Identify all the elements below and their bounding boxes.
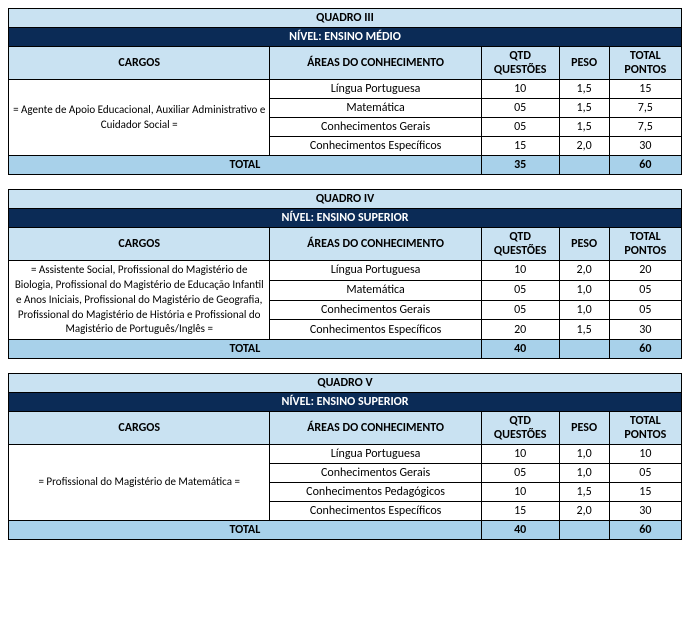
total-label: TOTAL [9,521,482,540]
cell-pontos: 05 [609,280,681,300]
header-qtd: QTD QUESTÕES [481,228,559,261]
total-peso-blank [559,156,609,175]
header-total: TOTAL PONTOS [609,47,681,80]
header-areas: ÁREAS DO CONHECIMENTO [270,412,481,445]
cell-peso: 1,0 [559,300,609,320]
quadro-title: QUADRO III [9,9,682,28]
cell-peso: 1,0 [559,280,609,300]
cell-pontos: 05 [609,300,681,320]
total-peso-blank [559,340,609,359]
cell-pontos: 7,5 [609,99,681,118]
quadro-table-2: QUADRO VNÍVEL: ENSINO SUPERIORCARGOSÁREA… [8,373,682,540]
table-row: = Profissional do Magistério de Matemáti… [9,445,682,464]
cell-area: Conhecimentos Específicos [270,502,481,521]
cell-qtd: 10 [481,445,559,464]
cell-cargo: = Profissional do Magistério de Matemáti… [9,445,270,521]
quadro-nivel: NÍVEL: ENSINO SUPERIOR [9,393,682,412]
cell-qtd: 05 [481,280,559,300]
cell-area: Matemática [270,280,481,300]
cell-peso: 2,0 [559,137,609,156]
total-qtd: 40 [481,340,559,359]
total-label: TOTAL [9,156,482,175]
total-pontos: 60 [609,156,681,175]
cell-qtd: 15 [481,137,559,156]
cell-qtd: 15 [481,502,559,521]
table-row: = Agente de Apoio Educacional, Auxiliar … [9,80,682,99]
header-total: TOTAL PONTOS [609,412,681,445]
cell-peso: 2,0 [559,261,609,281]
quadro-nivel: NÍVEL: ENSINO MÉDIO [9,28,682,47]
cell-qtd: 05 [481,464,559,483]
quadro-table-1: QUADRO IVNÍVEL: ENSINO SUPERIORCARGOSÁRE… [8,189,682,359]
cell-area: Língua Portuguesa [270,445,481,464]
header-peso: PESO [559,47,609,80]
cell-peso: 1,5 [559,483,609,502]
table-row: = Assistente Social, Profissional do Mag… [9,261,682,281]
cell-area: Língua Portuguesa [270,261,481,281]
cell-peso: 1,5 [559,80,609,99]
cell-cargo: = Agente de Apoio Educacional, Auxiliar … [9,80,270,156]
cell-peso: 2,0 [559,502,609,521]
cell-peso: 1,5 [559,320,609,340]
cell-pontos: 15 [609,80,681,99]
quadro-nivel: NÍVEL: ENSINO SUPERIOR [9,209,682,228]
cell-qtd: 20 [481,320,559,340]
cell-peso: 1,0 [559,464,609,483]
header-areas: ÁREAS DO CONHECIMENTO [270,47,481,80]
quadro-table-0: QUADRO IIINÍVEL: ENSINO MÉDIOCARGOSÁREAS… [8,8,682,175]
header-peso: PESO [559,412,609,445]
cell-qtd: 05 [481,99,559,118]
cell-area: Conhecimentos Específicos [270,137,481,156]
total-row: TOTAL40 60 [9,340,682,359]
cell-cargo: = Assistente Social, Profissional do Mag… [9,261,270,340]
cell-qtd: 10 [481,261,559,281]
cell-qtd: 10 [481,483,559,502]
cell-pontos: 7,5 [609,118,681,137]
cell-qtd: 05 [481,300,559,320]
cell-area: Matemática [270,99,481,118]
total-qtd: 40 [481,521,559,540]
cell-peso: 1,5 [559,118,609,137]
cell-qtd: 05 [481,118,559,137]
cell-area: Língua Portuguesa [270,80,481,99]
cell-area: Conhecimentos Gerais [270,464,481,483]
cell-peso: 1,0 [559,445,609,464]
cell-pontos: 05 [609,464,681,483]
cell-pontos: 30 [609,320,681,340]
total-row: TOTAL40 60 [9,521,682,540]
cell-pontos: 20 [609,261,681,281]
header-peso: PESO [559,228,609,261]
header-qtd: QTD QUESTÕES [481,412,559,445]
total-pontos: 60 [609,521,681,540]
cell-area: Conhecimentos Gerais [270,118,481,137]
header-areas: ÁREAS DO CONHECIMENTO [270,228,481,261]
cell-pontos: 30 [609,137,681,156]
cell-area: Conhecimentos Pedagógicos [270,483,481,502]
total-qtd: 35 [481,156,559,175]
cell-pontos: 30 [609,502,681,521]
cell-pontos: 10 [609,445,681,464]
quadro-title: QUADRO IV [9,190,682,209]
header-cargos: CARGOS [9,412,270,445]
total-pontos: 60 [609,340,681,359]
total-peso-blank [559,521,609,540]
header-cargos: CARGOS [9,228,270,261]
total-row: TOTAL35 60 [9,156,682,175]
cell-qtd: 10 [481,80,559,99]
total-label: TOTAL [9,340,482,359]
quadro-title: QUADRO V [9,374,682,393]
cell-peso: 1,5 [559,99,609,118]
header-cargos: CARGOS [9,47,270,80]
quadros-container: QUADRO IIINÍVEL: ENSINO MÉDIOCARGOSÁREAS… [8,8,682,540]
header-qtd: QTD QUESTÕES [481,47,559,80]
cell-pontos: 15 [609,483,681,502]
cell-area: Conhecimentos Específicos [270,320,481,340]
header-total: TOTAL PONTOS [609,228,681,261]
cell-area: Conhecimentos Gerais [270,300,481,320]
